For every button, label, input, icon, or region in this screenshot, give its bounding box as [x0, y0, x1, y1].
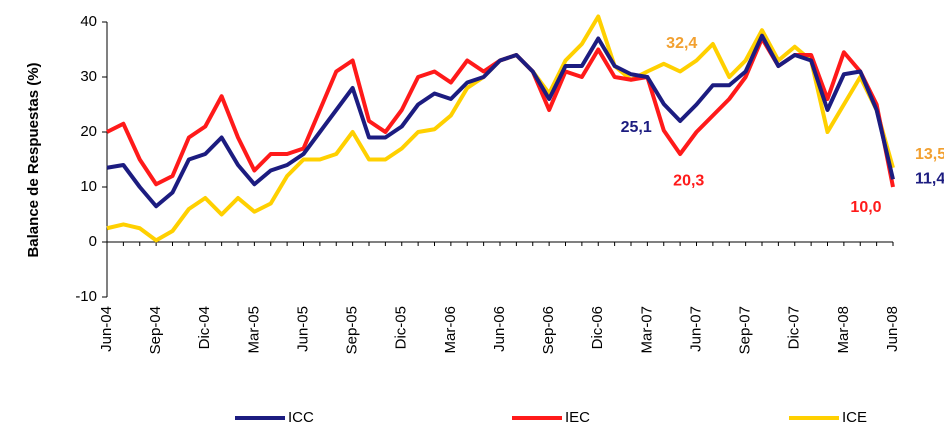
data-label: 11,4: [915, 171, 944, 188]
legend-label: ICC: [288, 409, 314, 426]
y-tick-label: 40: [80, 13, 97, 30]
x-tick-label: Dic-07: [786, 306, 803, 349]
x-tick-label: Sep-06: [540, 306, 557, 354]
x-tick-label: Sep-04: [147, 306, 164, 354]
x-tick-label: Dic-04: [196, 306, 213, 349]
x-tick-label: Jun-04: [98, 306, 115, 352]
x-tick-label: Mar-05: [245, 306, 262, 354]
x-tick-label: Mar-07: [638, 306, 655, 354]
x-tick-label: Sep-07: [737, 306, 754, 354]
x-tick-label: Mar-06: [442, 306, 459, 354]
series-line: [106, 33, 895, 209]
data-label: 20,3: [673, 173, 704, 190]
x-tick-label: Dic-05: [393, 306, 410, 349]
x-tick-label: Jun-06: [491, 306, 508, 352]
y-tick-label: 10: [80, 178, 97, 195]
data-label: 10,0: [850, 199, 881, 216]
y-tick-label: -10: [75, 288, 97, 305]
y-tick-label: 30: [80, 68, 97, 85]
x-tick-label: Mar-08: [835, 306, 852, 354]
x-tick-label: Jun-07: [687, 306, 704, 352]
y-tick-label: 20: [80, 123, 97, 140]
y-axis-title: Balance de Respuestas (%): [25, 62, 42, 257]
x-tick-label: Jun-05: [294, 306, 311, 352]
series-line: [106, 14, 895, 243]
data-label: 25,1: [621, 119, 652, 136]
y-tick-label: 0: [89, 233, 97, 250]
data-label: 13,5: [915, 146, 944, 163]
legend-label: IEC: [565, 409, 590, 426]
x-tick-label: Dic-06: [589, 306, 606, 349]
x-tick-label: Jun-08: [884, 306, 901, 352]
legend-label: ICE: [842, 409, 867, 426]
x-tick-label: Sep-05: [344, 306, 361, 354]
data-label: 32,4: [666, 35, 697, 52]
